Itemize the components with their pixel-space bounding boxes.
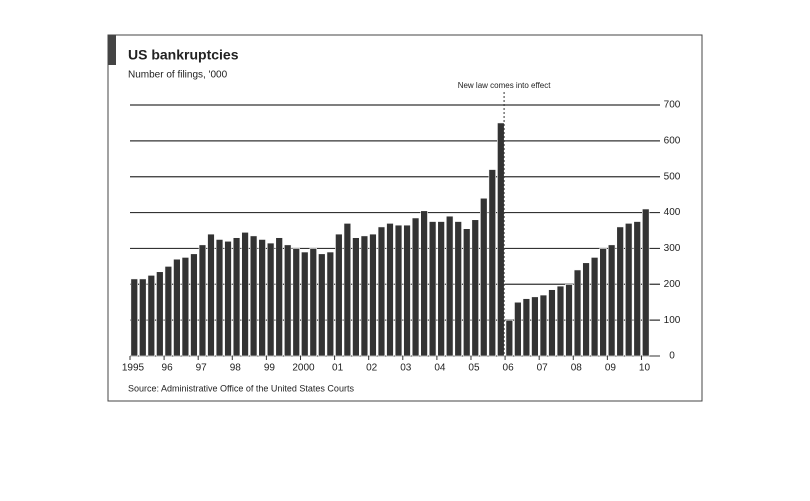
bar — [420, 210, 428, 357]
y-tick-label: 500 — [664, 171, 681, 182]
bar — [130, 278, 138, 357]
x-tick-label: 01 — [332, 363, 344, 374]
x-tick-label: 08 — [571, 363, 583, 374]
bar — [360, 235, 369, 357]
bar — [488, 169, 497, 357]
bar — [164, 266, 173, 357]
bar — [565, 283, 573, 357]
bar — [556, 285, 565, 357]
bar — [318, 253, 326, 357]
x-tick-label: 04 — [434, 363, 446, 374]
y-tick-label: 300 — [664, 243, 681, 254]
y-tick-label: 0 — [669, 351, 675, 362]
title-tab — [108, 35, 116, 65]
x-tick-label: 1995 — [122, 363, 145, 374]
x-tick-label: 97 — [196, 363, 208, 374]
bar — [335, 233, 343, 357]
x-tick-label: 02 — [366, 363, 378, 374]
y-tick-label: 700 — [664, 100, 681, 111]
y-tick-label: 100 — [664, 315, 681, 326]
bar — [624, 223, 633, 357]
bar — [522, 298, 531, 357]
bar — [531, 296, 539, 357]
bar — [369, 233, 377, 357]
bar — [463, 228, 471, 357]
bar — [505, 319, 514, 357]
bar — [599, 248, 607, 357]
bar — [377, 226, 386, 357]
bar — [548, 289, 556, 357]
chart-title: US bankruptcies — [128, 47, 239, 63]
y-tick-label: 400 — [664, 207, 681, 218]
x-tick-label: 98 — [230, 363, 242, 374]
bar — [403, 224, 411, 357]
bar — [181, 257, 190, 357]
x-tick-label: 07 — [537, 363, 549, 374]
bar — [445, 215, 454, 357]
bar — [411, 217, 420, 357]
y-tick-label: 200 — [664, 279, 681, 290]
bar — [224, 240, 232, 357]
x-tick-label: 99 — [264, 363, 276, 374]
bar — [190, 253, 198, 357]
bar — [607, 244, 616, 357]
x-tick-label: 05 — [468, 363, 480, 374]
bar — [497, 122, 505, 357]
bar — [301, 251, 309, 357]
bar — [309, 248, 317, 357]
x-tick-label: 09 — [605, 363, 617, 374]
bar — [573, 269, 582, 357]
bar — [428, 221, 437, 357]
bar — [480, 197, 488, 357]
x-tick-label: 06 — [503, 363, 515, 374]
bar — [249, 235, 258, 357]
bar — [326, 251, 335, 357]
bar — [241, 231, 249, 357]
bar — [232, 237, 241, 357]
bar — [642, 208, 650, 357]
x-tick-label: 10 — [639, 363, 651, 374]
bar — [352, 237, 360, 357]
bar — [514, 301, 522, 357]
bar — [386, 223, 394, 357]
x-tick-label: 96 — [162, 363, 174, 374]
bar — [616, 226, 624, 357]
bar — [258, 239, 266, 357]
bar — [437, 221, 445, 357]
bar — [275, 237, 283, 357]
bar — [173, 258, 181, 357]
bar — [266, 242, 275, 357]
bar — [590, 257, 599, 357]
bar — [582, 262, 590, 357]
bar — [394, 224, 403, 357]
bar — [207, 233, 215, 357]
bar — [471, 219, 479, 357]
bar — [147, 275, 156, 357]
bar — [454, 221, 462, 357]
chart-subtitle: Number of filings, '000 — [128, 70, 228, 81]
bar — [198, 244, 207, 357]
bar — [156, 271, 164, 357]
x-tick-label: 2000 — [292, 363, 315, 374]
y-tick-label: 600 — [664, 135, 681, 146]
x-tick-label: 03 — [400, 363, 412, 374]
bar — [539, 294, 548, 357]
bar — [633, 221, 641, 357]
bar — [283, 244, 292, 357]
bar — [215, 239, 224, 357]
annotation: New law comes into effect — [458, 81, 552, 90]
bar — [139, 278, 147, 357]
bar — [343, 223, 352, 357]
bar — [292, 248, 300, 357]
source: Source: Administrative Office of the Uni… — [128, 383, 354, 393]
